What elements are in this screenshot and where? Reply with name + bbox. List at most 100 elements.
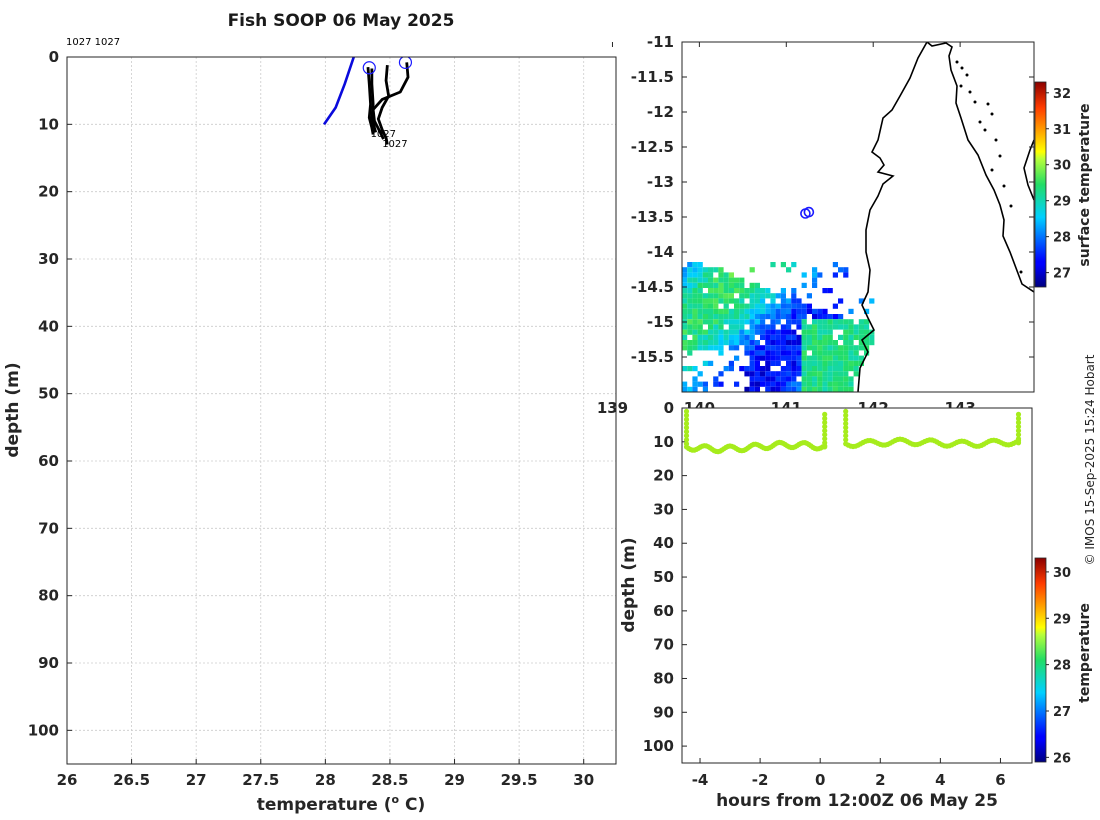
sst-cell <box>858 340 864 346</box>
sst-cell <box>796 308 802 314</box>
ts-point <box>1015 428 1022 434</box>
sst-cell <box>817 381 823 387</box>
sst-cell <box>692 298 698 304</box>
sst-cell <box>687 324 693 330</box>
sst-cell <box>786 360 792 366</box>
sst-cell <box>848 324 854 330</box>
sst-cell <box>718 334 724 340</box>
profile-ytick-label: 70 <box>38 519 59 537</box>
sst-cell <box>718 308 724 314</box>
sst-cell <box>786 334 792 340</box>
sst-cell <box>786 376 792 382</box>
sst-cell <box>750 392 755 397</box>
island <box>994 138 998 142</box>
sst-cell <box>713 324 719 330</box>
sst-cell <box>739 366 745 372</box>
sst-cell <box>848 334 854 340</box>
reference-line <box>322 57 356 126</box>
sst-cell <box>739 282 745 288</box>
sst-cell <box>869 298 875 304</box>
sst-cell <box>801 360 807 366</box>
temp-cb-tick-label: 27 <box>1053 705 1071 720</box>
sst-cell <box>713 340 719 346</box>
sst-cell <box>682 288 688 294</box>
sst-cell <box>702 360 708 366</box>
sst-cell <box>817 392 822 397</box>
sst-cell <box>708 288 714 294</box>
profile-lines <box>322 57 413 145</box>
sst-cell <box>697 340 703 346</box>
sst-cell <box>734 288 740 294</box>
sst-cell <box>817 329 823 335</box>
sst-cell <box>843 371 849 377</box>
sst-cell <box>728 324 734 330</box>
track-marker <box>803 206 815 218</box>
sst-cell <box>780 381 786 387</box>
sst-cell <box>812 371 818 377</box>
sst-cell <box>838 314 844 320</box>
sst-cell <box>692 329 698 335</box>
sst-cell <box>833 392 838 397</box>
sst-cell <box>749 386 755 392</box>
sst-cell <box>754 288 760 294</box>
sst-cell <box>728 308 734 314</box>
sst-cell <box>822 345 828 351</box>
sst-cell <box>801 355 807 361</box>
sst-cell <box>843 319 849 325</box>
sst-cell <box>682 293 688 299</box>
sst-cell <box>692 282 698 288</box>
sst-cell <box>832 355 838 361</box>
profile-4-line <box>376 64 391 145</box>
profile-xtick-label: 29.5 <box>501 771 538 789</box>
sst-cell <box>692 262 698 268</box>
sst-cell <box>827 340 833 346</box>
ts-ytick-label: 90 <box>653 703 674 721</box>
sst-cell <box>812 277 818 283</box>
sst-cell <box>801 371 807 377</box>
sst-cell <box>770 308 776 314</box>
sst-cell <box>718 267 724 273</box>
sst-cell <box>713 345 719 351</box>
sst-cell <box>827 288 833 294</box>
sst-cell <box>832 345 838 351</box>
sst-cell <box>728 298 734 304</box>
sst-cell <box>734 303 740 309</box>
sst-cell <box>806 355 812 361</box>
sst-cell <box>822 288 828 294</box>
sst-cell <box>780 262 786 268</box>
sst-cell <box>858 334 864 340</box>
sst-cell <box>806 360 812 366</box>
sst-cell <box>765 329 771 335</box>
sst-cell <box>812 329 818 335</box>
sst-cell <box>755 392 760 397</box>
sst-cell <box>843 345 849 351</box>
sst-cell <box>682 324 688 330</box>
sst-cell <box>687 329 693 335</box>
sst-cell <box>739 277 745 283</box>
sst-cell <box>739 319 745 325</box>
sst-cell <box>760 308 766 314</box>
sst-cell <box>708 267 714 273</box>
sst-cell <box>734 334 740 340</box>
sst-cell <box>822 366 828 372</box>
map-ytick-label: -13.5 <box>631 208 674 226</box>
sst-cell <box>760 345 766 351</box>
sst-cell <box>801 345 807 351</box>
sst-cell <box>718 298 724 304</box>
sst-cell <box>780 293 786 299</box>
temp-cb-tick-label: 26 <box>1053 751 1071 766</box>
sst-cell <box>739 329 745 335</box>
sst-cell <box>697 277 703 283</box>
profile-xtick-label: 26 <box>57 771 78 789</box>
sst-cell <box>708 334 714 340</box>
timeseries-points <box>683 408 1022 455</box>
map-ytick-label: -14 <box>647 243 674 261</box>
sst-cell <box>718 350 724 356</box>
sst-cell <box>692 334 698 340</box>
sst-cell <box>723 366 729 372</box>
ts-point <box>843 408 849 414</box>
profile-ytick-label: 50 <box>38 385 59 403</box>
sst-cell <box>775 303 781 309</box>
sst-cell <box>734 298 740 304</box>
